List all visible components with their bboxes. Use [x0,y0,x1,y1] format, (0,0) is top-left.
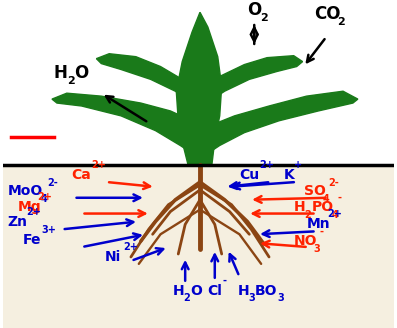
Text: Mg: Mg [17,200,41,214]
Text: BO: BO [255,283,278,297]
Bar [3,165,394,328]
Text: Fe: Fe [22,233,41,247]
Text: O: O [190,283,202,297]
Text: -: - [337,193,341,203]
Text: 2: 2 [183,294,190,303]
Polygon shape [205,56,303,101]
Text: 3: 3 [314,244,320,254]
Text: 2+: 2+ [259,160,274,170]
Polygon shape [52,93,200,155]
Text: 4: 4 [40,194,47,204]
Polygon shape [200,91,358,155]
Text: 2+: 2+ [123,242,138,252]
Text: 3+: 3+ [41,225,56,235]
Text: SO: SO [304,184,326,198]
Text: 2+: 2+ [37,192,52,202]
Text: -: - [223,276,227,286]
Text: 2-: 2- [328,178,339,188]
Text: PO: PO [312,200,333,214]
Polygon shape [96,54,195,101]
Text: 4: 4 [331,210,338,220]
Text: H: H [237,283,249,297]
Text: O: O [74,64,88,82]
Text: NO: NO [294,234,317,248]
Text: +: + [294,160,302,170]
Text: Cl: Cl [207,283,222,297]
Text: 2-: 2- [47,178,58,188]
Text: Zn: Zn [8,215,27,229]
Text: Ni: Ni [104,250,121,264]
Text: -: - [319,227,324,237]
Text: 2+: 2+ [327,210,342,219]
Text: 2: 2 [260,13,268,23]
Text: 2+: 2+ [26,208,41,217]
Text: H: H [172,283,184,297]
Text: Cu: Cu [239,168,260,182]
Text: 2: 2 [304,210,311,220]
Text: 2+: 2+ [91,160,106,170]
Text: Ca: Ca [72,168,91,182]
Text: 4: 4 [322,194,329,204]
Text: 2: 2 [67,76,75,86]
Text: O: O [247,1,262,19]
Text: H: H [294,200,305,214]
Text: CO: CO [314,5,341,23]
Polygon shape [176,12,222,165]
Text: 3: 3 [249,294,255,303]
Text: H: H [54,64,68,82]
Text: 2: 2 [337,17,345,27]
Text: MoO: MoO [8,184,43,198]
Text: K: K [284,168,295,182]
Text: Mn: Mn [306,217,330,231]
Text: 3: 3 [277,294,284,303]
